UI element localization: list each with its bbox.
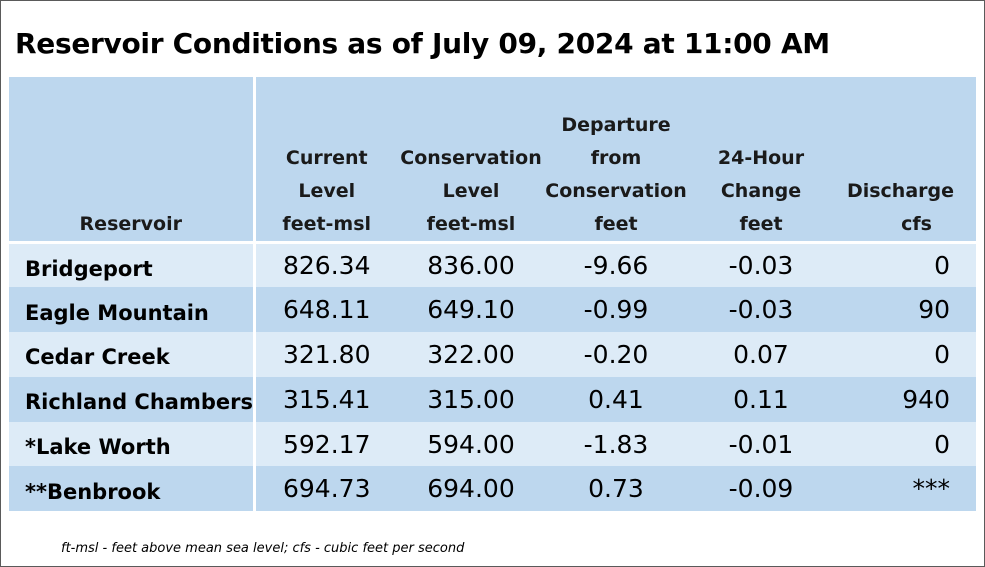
header-24hour-change: 24-Hour Change feet	[688, 77, 834, 244]
departure-value: -0.99	[544, 287, 688, 333]
current-level-value: 592.17	[254, 421, 398, 467]
change-value: -0.03	[688, 287, 834, 333]
reservoir-name: **Benbrook	[9, 466, 256, 512]
page-title: Reservoir Conditions as of July 09, 2024…	[15, 27, 830, 60]
reservoir-table: Reservoir Current Level feet-msl Conserv…	[9, 77, 976, 512]
header-current-level: Current Level feet-msl	[254, 77, 398, 244]
discharge-value: 0	[834, 332, 976, 377]
change-value: -0.09	[688, 466, 834, 512]
departure-value: 0.73	[544, 466, 688, 512]
discharge-value: 0	[834, 242, 976, 288]
table-row: Eagle Mountain 648.11 649.10 -0.99 -0.03…	[9, 287, 976, 333]
reservoir-name: Richland Chambers	[9, 376, 256, 422]
conservation-level-value: 836.00	[398, 242, 544, 288]
change-value: -0.03	[688, 242, 834, 288]
departure-value: -0.20	[544, 332, 688, 377]
discharge-value: 0	[834, 421, 976, 467]
table-header-row: Reservoir Current Level feet-msl Conserv…	[9, 77, 976, 244]
footnote: ft-msl - feet above mean sea level; cfs …	[61, 541, 465, 556]
table-row: Richland Chambers 315.41 315.00 0.41 0.1…	[9, 376, 976, 422]
discharge-value: ***	[834, 466, 976, 512]
change-value: 0.07	[688, 332, 834, 377]
table-row: *Lake Worth 592.17 594.00 -1.83 -0.01 0	[9, 421, 976, 467]
reservoir-name: *Lake Worth	[9, 421, 256, 467]
header-departure: Departure from Conservation feet	[544, 77, 688, 244]
table-row: **Benbrook 694.73 694.00 0.73 -0.09 ***	[9, 466, 976, 512]
conservation-level-value: 694.00	[398, 466, 544, 512]
departure-value: 0.41	[544, 376, 688, 422]
departure-value: -9.66	[544, 242, 688, 288]
departure-value: -1.83	[544, 421, 688, 467]
header-discharge: Discharge cfs	[834, 77, 976, 244]
current-level-value: 826.34	[254, 242, 398, 288]
conservation-level-value: 649.10	[398, 287, 544, 333]
change-value: 0.11	[688, 376, 834, 422]
table-row: Bridgeport 826.34 836.00 -9.66 -0.03 0	[9, 242, 976, 288]
reservoir-name: Bridgeport	[9, 242, 256, 288]
table-row: Cedar Creek 321.80 322.00 -0.20 0.07 0	[9, 332, 976, 377]
reservoir-name: Cedar Creek	[9, 332, 256, 377]
discharge-value: 940	[834, 376, 976, 422]
current-level-value: 315.41	[254, 376, 398, 422]
current-level-value: 694.73	[254, 466, 398, 512]
reservoir-name: Eagle Mountain	[9, 287, 256, 333]
change-value: -0.01	[688, 421, 834, 467]
header-reservoir: Reservoir	[9, 77, 256, 244]
current-level-value: 648.11	[254, 287, 398, 333]
current-level-value: 321.80	[254, 332, 398, 377]
conservation-level-value: 322.00	[398, 332, 544, 377]
conservation-level-value: 315.00	[398, 376, 544, 422]
conservation-level-value: 594.00	[398, 421, 544, 467]
discharge-value: 90	[834, 287, 976, 333]
header-conservation-level: Conservation Level feet-msl	[398, 77, 544, 244]
